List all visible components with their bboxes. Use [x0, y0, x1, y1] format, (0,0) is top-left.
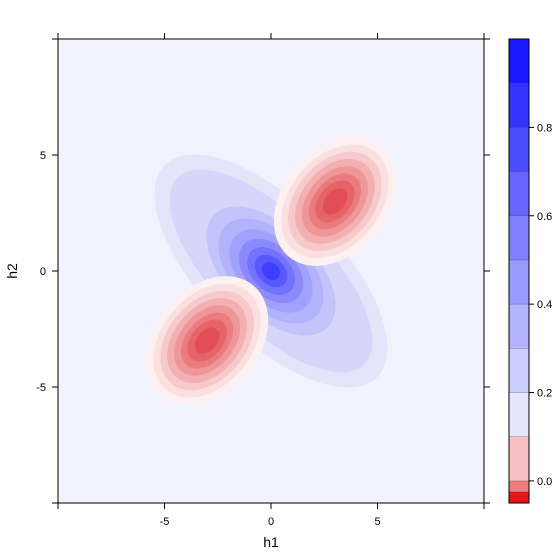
contour-fills	[146, 136, 396, 406]
colorbar-band	[509, 171, 529, 216]
colorbar-band	[509, 39, 529, 84]
contour-band-red	[194, 327, 220, 354]
colorbar: 0.0 0.2 0.4 0.6 0.8	[508, 38, 552, 504]
colorbar-band	[509, 215, 529, 260]
colorbar-tick-label: 0.2	[537, 388, 552, 400]
colorbar-tick-label: 0.4	[537, 299, 552, 311]
colorbar-band	[509, 259, 529, 305]
axis-ticks: -5 0 5 -5 0 5	[36, 33, 490, 528]
x-tick-label: 5	[374, 516, 380, 528]
colorbar-band	[509, 348, 529, 393]
contour-band-red	[322, 188, 348, 215]
colorbar-tick-label: 0.6	[537, 211, 552, 223]
y-tick-label: 5	[40, 150, 46, 162]
contour-band-blue	[261, 261, 281, 281]
colorbar-band	[509, 304, 529, 349]
colorbar-band	[509, 436, 529, 481]
x-tick-label: 0	[268, 516, 274, 528]
colorbar-band	[509, 83, 529, 128]
colorbar-band	[509, 491, 529, 503]
y-tick-label: -5	[36, 382, 46, 394]
colorbar-frame	[508, 38, 530, 504]
colorbar-band	[509, 127, 529, 172]
colorbar-band	[509, 392, 529, 437]
y-tick-label: 0	[40, 266, 46, 278]
y-axis-title: h2	[4, 263, 20, 279]
x-axis-title: h1	[263, 534, 279, 550]
x-tick-label: -5	[160, 516, 170, 528]
colorbar-tick-label: 0.8	[537, 122, 552, 134]
colorbar-tick-label: 0.0	[537, 476, 552, 488]
colorbar-band	[509, 480, 529, 492]
